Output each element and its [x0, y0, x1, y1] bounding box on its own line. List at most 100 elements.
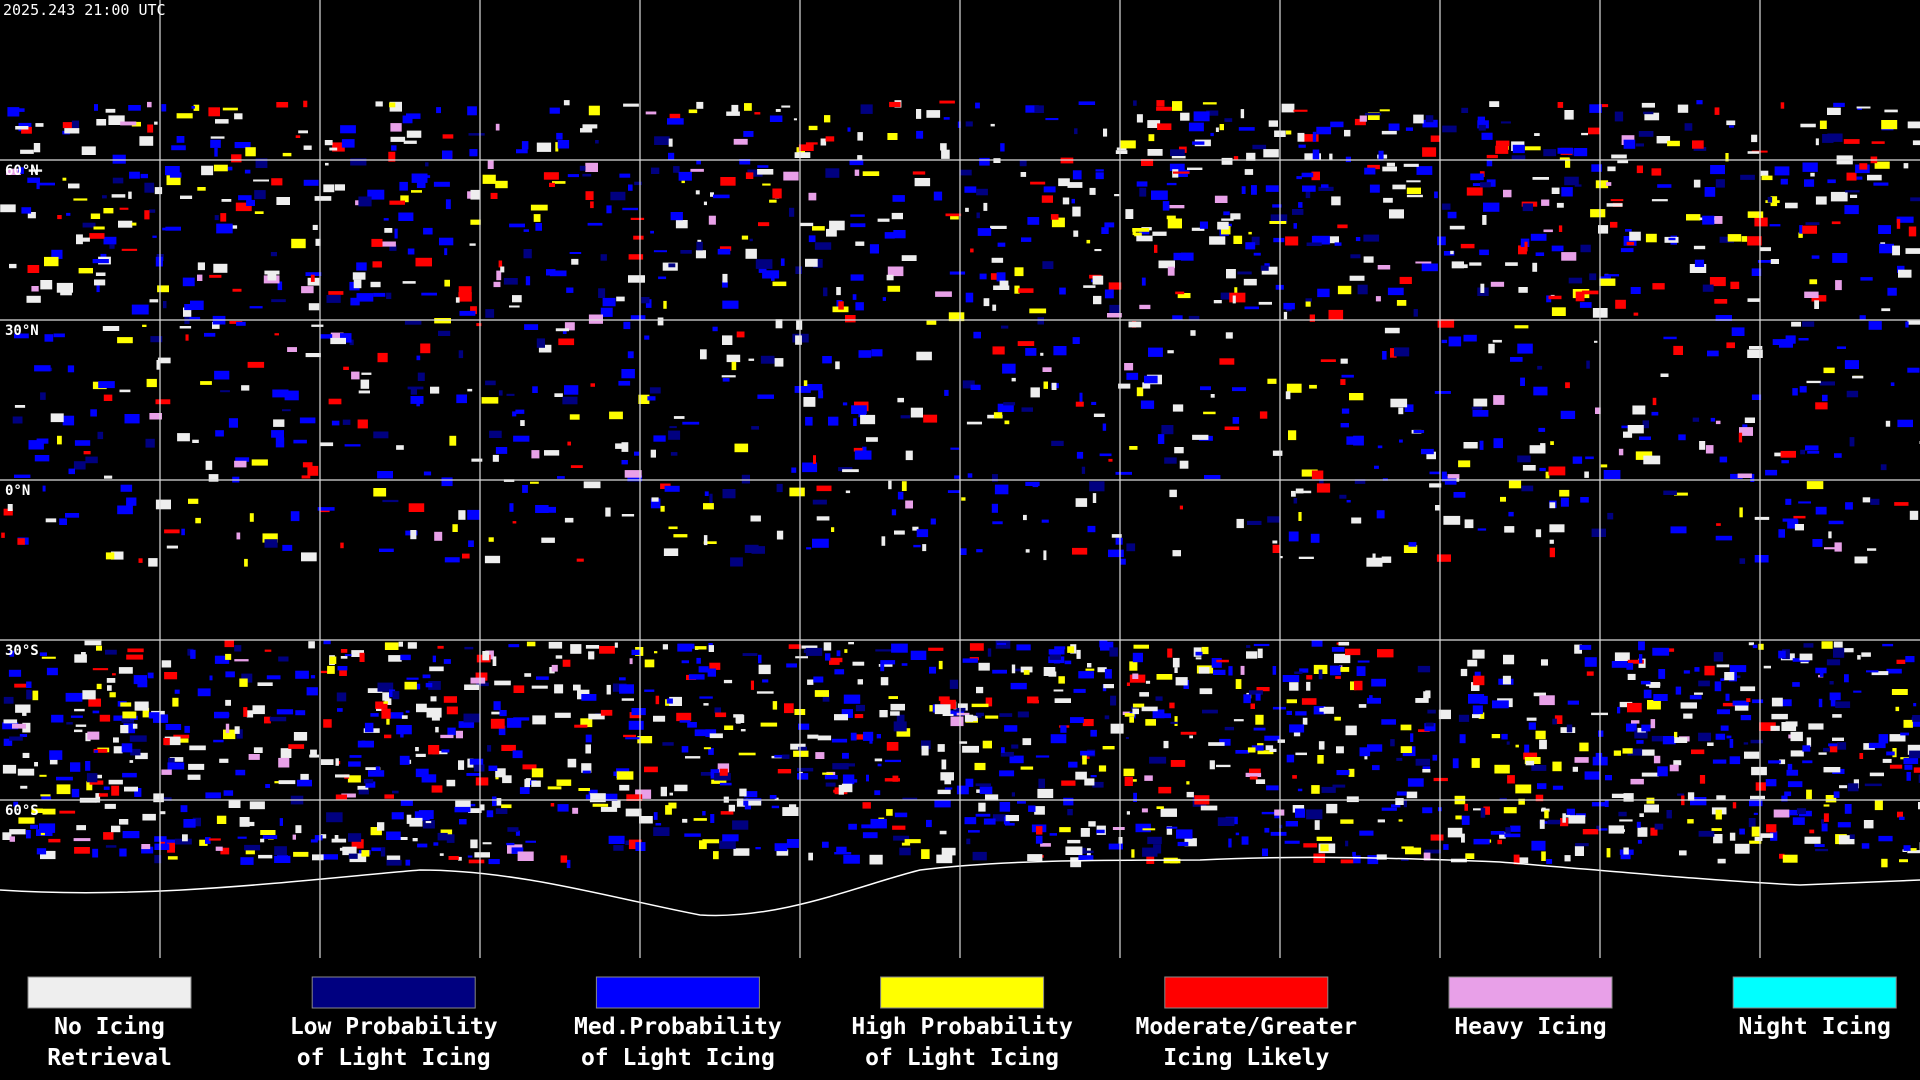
- icing-cell: [717, 763, 730, 773]
- icing-cell: [1622, 748, 1633, 754]
- icing-cell: [1075, 498, 1088, 507]
- icing-cell: [880, 677, 889, 686]
- icing-cell: [1405, 127, 1413, 131]
- icing-cell: [843, 694, 861, 704]
- icing-cell: [688, 109, 698, 114]
- icing-cell: [1579, 742, 1589, 752]
- icing-cell: [1758, 643, 1764, 650]
- icing-cell: [241, 673, 253, 683]
- icing-cell: [1286, 699, 1297, 704]
- icing-cell: [1247, 520, 1262, 525]
- icing-cell: [1638, 131, 1654, 137]
- icing-cell: [326, 812, 343, 823]
- icing-cell: [498, 260, 503, 268]
- icing-cell: [660, 786, 667, 797]
- icing-cell: [966, 838, 971, 845]
- icing-cell: [1203, 411, 1216, 415]
- icing-cell: [469, 149, 478, 157]
- icing-cell: [344, 654, 352, 657]
- icing-cell: [1492, 339, 1502, 343]
- icing-cell: [1839, 785, 1848, 789]
- icing-cell: [468, 540, 474, 547]
- icing-cell: [1211, 658, 1222, 668]
- icing-cell: [1472, 714, 1481, 719]
- icing-cell: [415, 768, 429, 778]
- icing-cell: [244, 558, 248, 567]
- icing-cell: [496, 270, 502, 281]
- icing-cell: [1613, 829, 1625, 832]
- icing-cell: [1099, 640, 1108, 648]
- icing-cell: [1554, 715, 1563, 724]
- icing-cell: [1274, 809, 1285, 816]
- icing-cell: [1200, 805, 1218, 811]
- icing-cell: [491, 711, 501, 715]
- icing-cell: [1233, 235, 1243, 244]
- icing-cell: [1363, 234, 1380, 242]
- icing-cell: [1698, 680, 1710, 687]
- icing-cell: [709, 493, 713, 504]
- icing-cell: [209, 675, 213, 681]
- icing-cell: [1636, 165, 1643, 174]
- icing-cell: [1216, 764, 1231, 768]
- icing-cell: [975, 783, 991, 787]
- icing-cell: [979, 157, 990, 166]
- icing-cell: [1400, 724, 1412, 731]
- icing-cell: [760, 355, 775, 364]
- icing-cell: [1881, 308, 1891, 312]
- icing-cell: [1641, 102, 1655, 108]
- icing-cell: [744, 800, 751, 810]
- icing-cell: [1866, 670, 1879, 673]
- icing-cell: [799, 222, 814, 227]
- icing-cell: [516, 149, 528, 154]
- icing-cell: [1097, 667, 1107, 673]
- icing-cell: [1629, 231, 1641, 241]
- icing-cell: [557, 804, 569, 812]
- icing-cell: [970, 248, 974, 253]
- icing-cell: [581, 763, 592, 773]
- icing-cell: [1093, 295, 1102, 305]
- icing-cell: [1739, 427, 1753, 436]
- icing-cell: [619, 173, 631, 178]
- icing-cell: [579, 165, 586, 171]
- icing-cell: [97, 431, 104, 440]
- icing-cell: [1318, 741, 1325, 750]
- icing-cell: [954, 475, 961, 479]
- icing-cell: [1286, 308, 1292, 312]
- icing-cell: [1048, 649, 1065, 655]
- icing-cell: [1720, 725, 1729, 731]
- icing-cell: [439, 237, 454, 246]
- icing-cell: [658, 276, 667, 280]
- icing-cell: [231, 154, 242, 163]
- icing-cell: [1844, 804, 1852, 814]
- icing-cell: [1504, 833, 1521, 838]
- icing-cell: [589, 793, 606, 803]
- icing-cell: [1835, 280, 1842, 291]
- icing-cell: [1747, 236, 1762, 246]
- icing-cell: [1277, 739, 1285, 743]
- icing-cell: [654, 136, 670, 145]
- icing-cell: [1156, 806, 1164, 809]
- icing-cell: [793, 118, 797, 121]
- icing-cell: [386, 831, 401, 840]
- icing-cell: [824, 775, 838, 780]
- icing-cell: [290, 511, 300, 522]
- icing-cell: [1806, 789, 1812, 800]
- icing-cell: [71, 120, 79, 131]
- icing-cell: [629, 658, 633, 665]
- icing-cell: [1549, 524, 1565, 533]
- icing-cell: [532, 386, 538, 393]
- icing-cell: [73, 461, 86, 470]
- icing-cell: [215, 119, 229, 124]
- icing-cell: [629, 712, 642, 719]
- icing-cell: [1632, 405, 1646, 415]
- icing-cell: [703, 541, 717, 544]
- icing-cell: [789, 207, 795, 217]
- icing-cell: [1180, 112, 1190, 121]
- icing-cell: [1913, 703, 1917, 707]
- icing-cell: [557, 140, 570, 149]
- icing-cell: [1153, 844, 1162, 854]
- icing-cell: [838, 784, 844, 795]
- icing-cell: [595, 140, 599, 144]
- icing-cell: [1458, 714, 1470, 722]
- icing-cell: [851, 405, 867, 414]
